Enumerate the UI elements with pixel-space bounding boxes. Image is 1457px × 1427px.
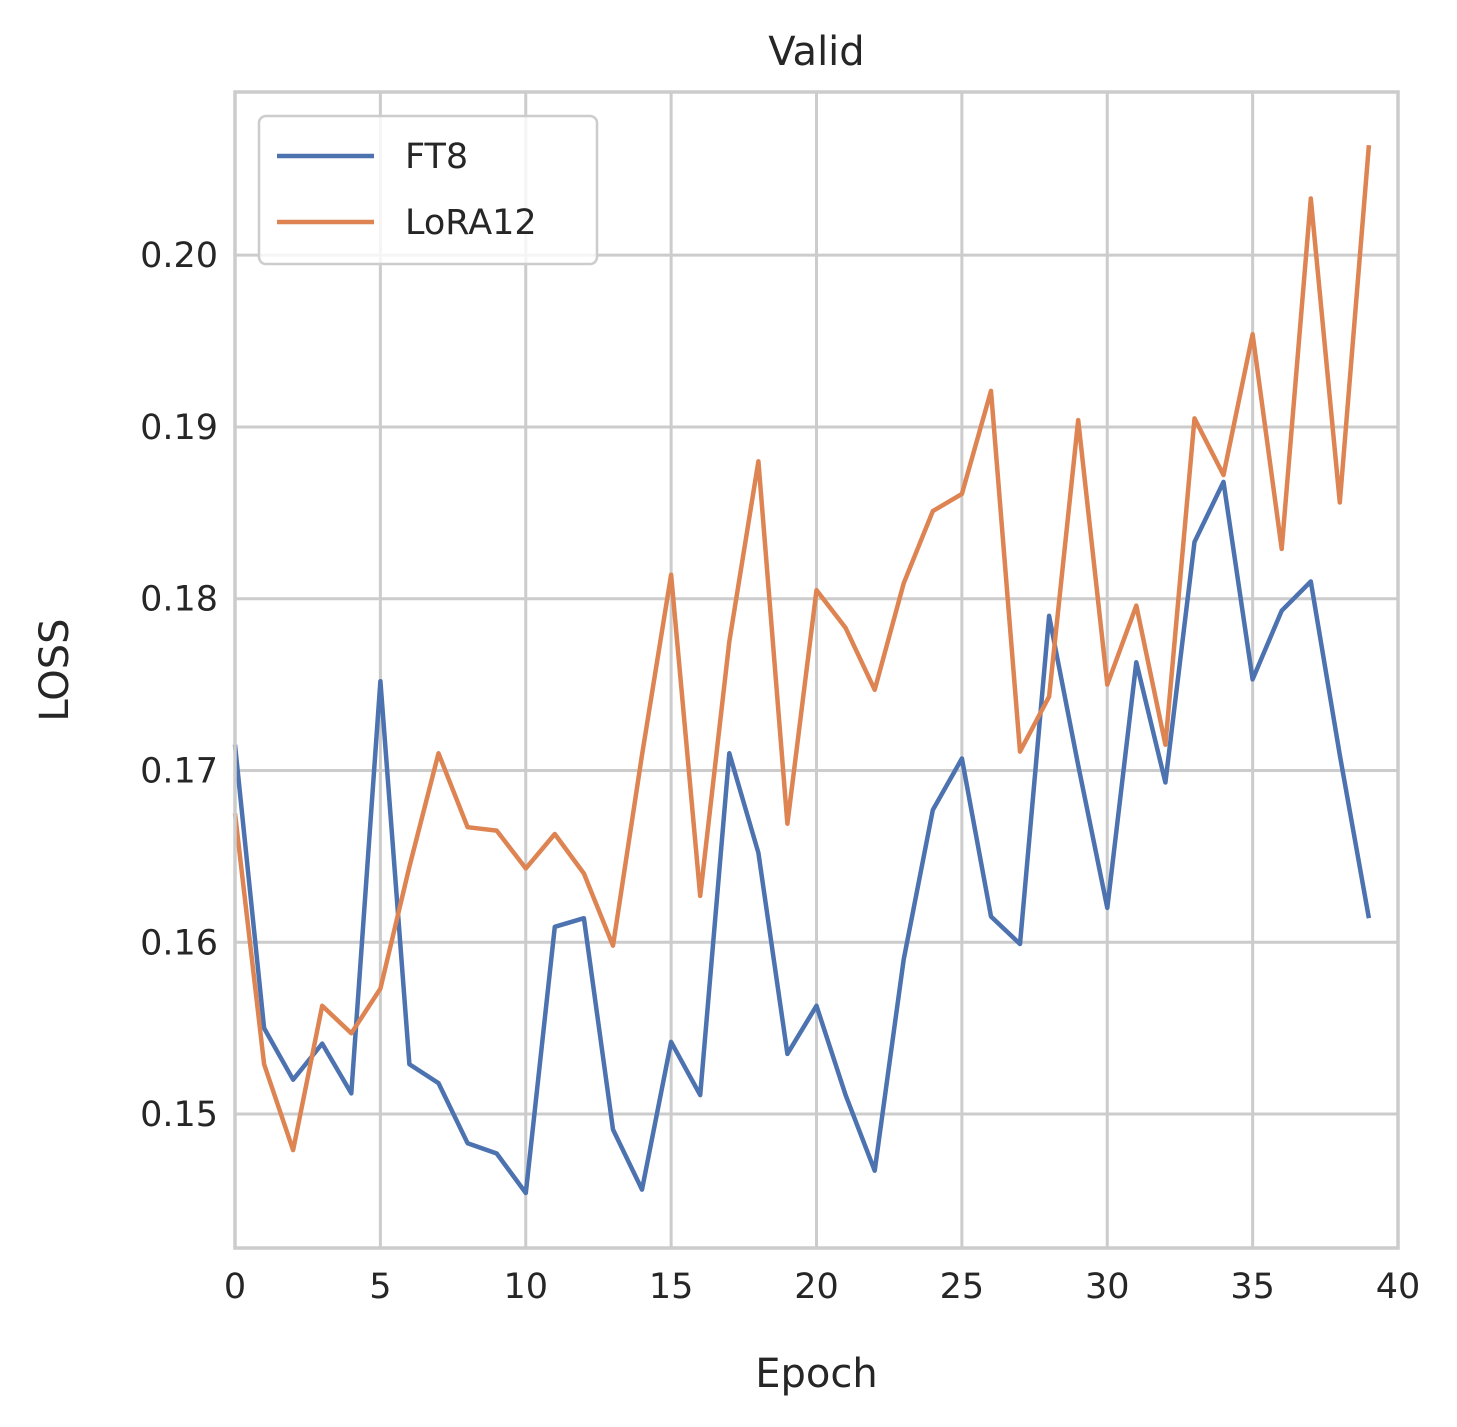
series-line-ft8 bbox=[232, 479, 1372, 1196]
y-tick-label: 0.16 bbox=[140, 923, 218, 963]
series-line-lora12 bbox=[232, 145, 1372, 1153]
x-tick-label: 20 bbox=[794, 1267, 839, 1307]
x-tick-label: 5 bbox=[369, 1267, 391, 1307]
tick-labels: 0 5 10 15 20 25 30 35 40 0.15 0.16 0.17 0.18 0.19 0.20 bbox=[140, 236, 1420, 1307]
x-tick-label: 0 bbox=[224, 1267, 246, 1307]
chart-title: Valid bbox=[768, 29, 864, 75]
series-group bbox=[232, 145, 1372, 1196]
y-tick-label: 0.19 bbox=[140, 408, 218, 448]
x-tick-label: 40 bbox=[1376, 1267, 1421, 1307]
x-tick-label: 25 bbox=[940, 1267, 985, 1307]
x-tick-label: 35 bbox=[1230, 1267, 1275, 1307]
x-tick-label: 15 bbox=[649, 1267, 694, 1307]
plot-frame bbox=[233, 90, 1400, 1250]
y-tick-label: 0.15 bbox=[140, 1095, 218, 1135]
y-tick-label: 0.18 bbox=[140, 580, 218, 620]
y-axis-label: LOSS bbox=[32, 618, 78, 721]
legend: FT8 LoRA12 bbox=[257, 114, 599, 266]
y-tick-label: 0.17 bbox=[140, 751, 218, 791]
x-tick-label: 10 bbox=[503, 1267, 548, 1307]
x-axis-label: Epoch bbox=[755, 1351, 877, 1397]
legend-label-ft8: FT8 bbox=[405, 137, 468, 177]
legend-box bbox=[257, 114, 599, 266]
y-tick-label: 0.20 bbox=[140, 236, 218, 276]
x-tick-label: 30 bbox=[1085, 1267, 1130, 1307]
legend-label-lora12: LoRA12 bbox=[405, 203, 537, 243]
